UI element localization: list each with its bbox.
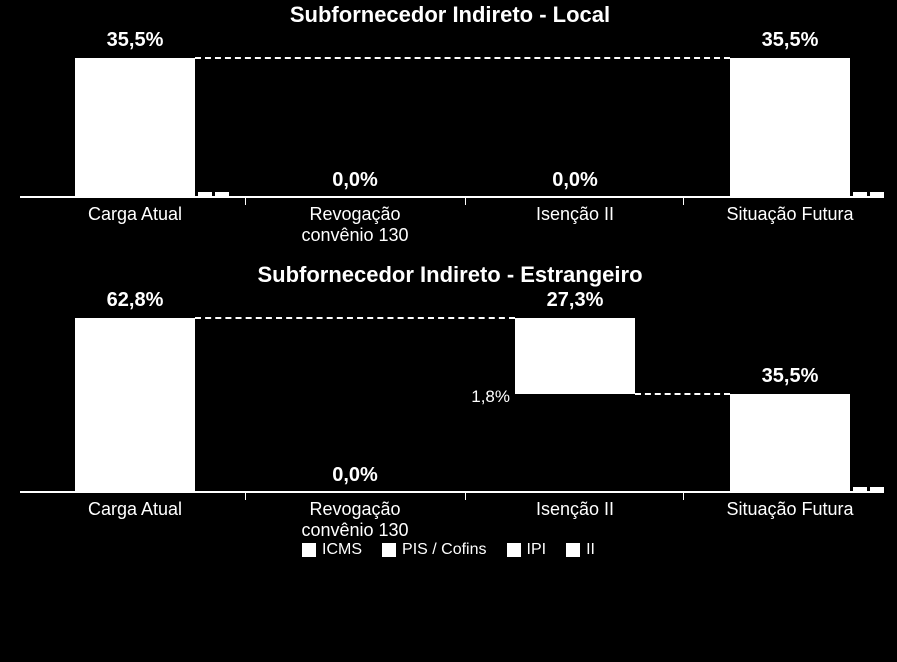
connector-line	[195, 57, 730, 59]
bar-side-label: 1,8%	[435, 387, 510, 407]
plot-area: 35,5%0,0%0,0%35,5%	[20, 58, 880, 198]
legend-label: II	[586, 541, 595, 558]
bar-value-label: 0,0%	[248, 464, 463, 487]
bar	[75, 318, 195, 493]
legend-label: ICMS	[322, 541, 362, 558]
bar	[515, 318, 635, 394]
connector-line	[195, 317, 515, 319]
x-axis-label: Carga Atual	[28, 499, 243, 520]
connector-line	[635, 393, 730, 395]
bar-value-label: 27,3%	[468, 289, 683, 312]
x-axis-label: Revogaçãoconvênio 130	[248, 499, 463, 540]
bar-value-label: 0,0%	[468, 169, 683, 192]
legend-item: ICMS	[302, 541, 362, 559]
legend: ICMS PIS / Cofins IPI II	[0, 541, 897, 559]
x-axis-label: Isenção II	[468, 204, 683, 225]
bar-value-label: 35,5%	[683, 29, 897, 52]
bar	[730, 394, 850, 493]
legend-swatch	[507, 543, 521, 557]
legend-item: IPI	[507, 541, 547, 559]
bar	[730, 58, 850, 198]
x-axis-label: Carga Atual	[28, 204, 243, 225]
legend-item: PIS / Cofins	[382, 541, 486, 559]
legend-label: PIS / Cofins	[402, 541, 486, 558]
bar	[75, 58, 195, 198]
chart-title: Subfornecedor Indireto - Estrangeiro	[20, 262, 880, 288]
bar-value-label: 35,5%	[28, 29, 243, 52]
chart-panel-estrangeiro: Subfornecedor Indireto - Estrangeiro62,8…	[20, 262, 880, 537]
x-axis-label: Isenção II	[468, 499, 683, 520]
plot-area: 62,8%0,0%27,3%1,8%35,5%	[20, 318, 880, 493]
bar-value-label: 62,8%	[28, 289, 243, 312]
x-labels: Carga AtualRevogaçãoconvênio 130Isenção …	[20, 493, 880, 537]
x-axis-label: Situação Futura	[683, 499, 897, 520]
x-axis-label: Revogaçãoconvênio 130	[248, 204, 463, 245]
legend-item: II	[566, 541, 595, 559]
bar-value-label: 35,5%	[683, 365, 897, 388]
legend-swatch	[566, 543, 580, 557]
legend-swatch	[302, 543, 316, 557]
x-axis-label: Situação Futura	[683, 204, 897, 225]
legend-label: IPI	[527, 541, 547, 558]
chart-panel-local: Subfornecedor Indireto - Local35,5%0,0%0…	[20, 2, 880, 242]
x-labels: Carga AtualRevogaçãoconvênio 130Isenção …	[20, 198, 880, 242]
bar-value-label: 0,0%	[248, 169, 463, 192]
chart-title: Subfornecedor Indireto - Local	[20, 2, 880, 28]
legend-swatch	[382, 543, 396, 557]
